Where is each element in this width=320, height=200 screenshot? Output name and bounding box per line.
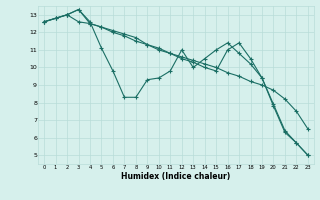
X-axis label: Humidex (Indice chaleur): Humidex (Indice chaleur) <box>121 172 231 181</box>
